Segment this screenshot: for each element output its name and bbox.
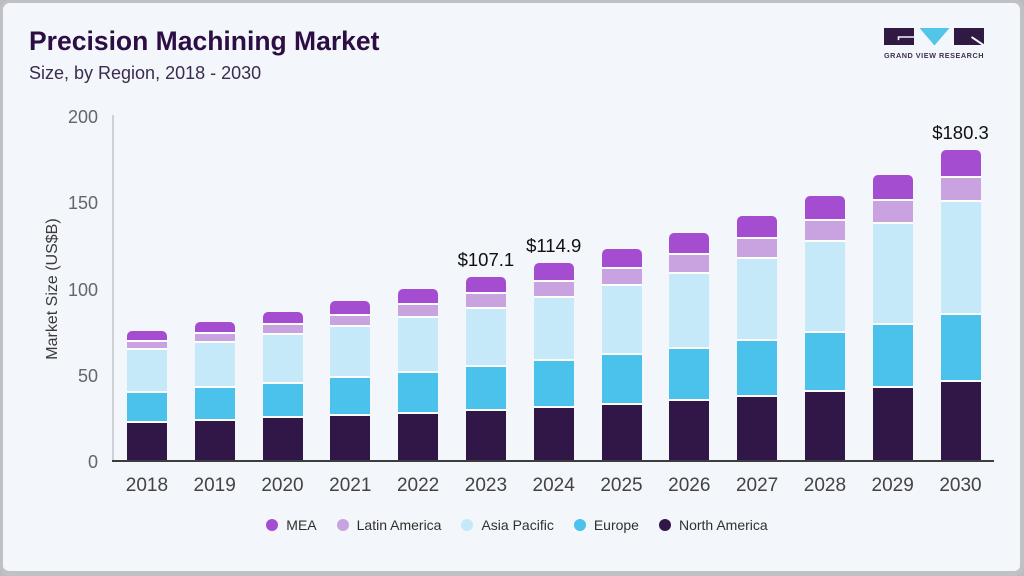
svg-text:GRAND VIEW RESEARCH: GRAND VIEW RESEARCH	[884, 51, 984, 60]
